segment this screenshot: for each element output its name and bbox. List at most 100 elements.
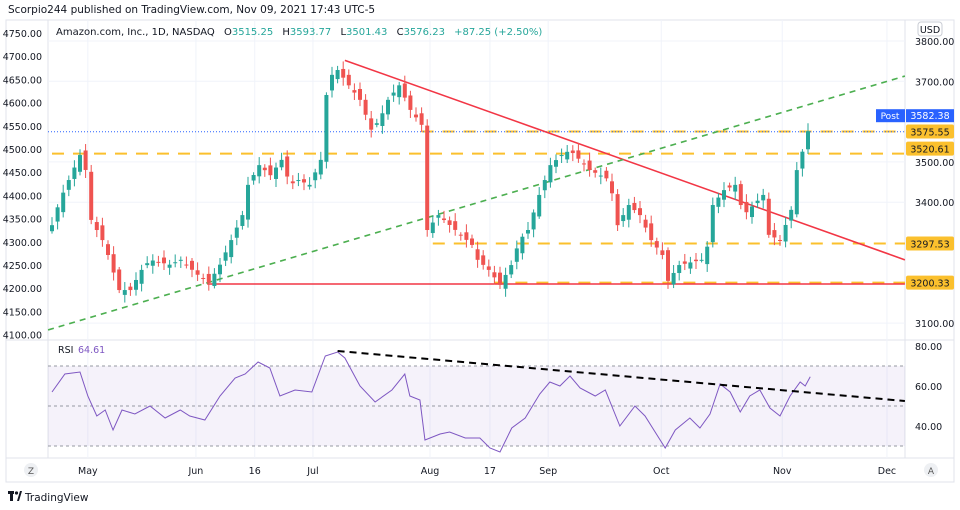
candle-body (666, 250, 670, 281)
left-axis-tick: 4100.00 (3, 331, 42, 342)
rsi-value: 64.61 (78, 345, 105, 356)
tradingview-brand[interactable]: TradingView (24, 492, 89, 504)
level-price-label: 3200.33 (910, 279, 949, 290)
right-price-axis[interactable]: 3800.00 3700.00 3500.00 3400.00 3100.00 (915, 37, 954, 330)
left-axis-tick: 4400.00 (3, 191, 42, 202)
candle-body (178, 259, 183, 261)
time-axis-tick: 17 (484, 466, 496, 477)
candle-body (722, 190, 726, 200)
rsi-axis-tick: 80.00 (915, 342, 942, 353)
candle-body (240, 215, 245, 226)
candle-body (554, 160, 558, 167)
trendlines (47, 59, 906, 331)
candle-body (274, 167, 278, 179)
right-axis-tick: 3100.00 (915, 319, 954, 330)
left-axis-tick: 4700.00 (3, 52, 42, 63)
candle-body (576, 150, 581, 159)
candle-body (503, 274, 508, 289)
candle-body (677, 265, 682, 274)
a-button-label: A (928, 467, 935, 477)
candle-body (122, 290, 127, 295)
candle-body (604, 170, 609, 179)
candle-body (234, 227, 239, 238)
level-price-label: 3297.53 (910, 239, 949, 250)
candle-body (593, 170, 598, 173)
price-levels (48, 130, 905, 284)
candle-body (492, 272, 497, 278)
candle-body (660, 250, 665, 255)
time-axis[interactable]: May Jun 16 Jul Aug 17 Sep Oct Nov Dec (78, 466, 896, 477)
high-value: 3593.77 (290, 27, 331, 38)
candle-body (626, 205, 631, 220)
time-axis-tick: Aug (421, 466, 440, 477)
candle-body (716, 197, 721, 207)
level-price-badge (906, 236, 954, 251)
candle-body (733, 184, 738, 192)
candle-body (296, 180, 301, 182)
zoom-reset-button[interactable] (24, 463, 38, 477)
candle-body (83, 150, 88, 170)
left-axis-tick: 4750.00 (3, 29, 42, 40)
candle-body (391, 92, 396, 96)
right-axis-tick: 3500.00 (915, 158, 954, 169)
candle-body (302, 179, 306, 183)
candle-body (727, 185, 732, 188)
right-axis-tick: 3400.00 (915, 198, 954, 209)
post-price-badge (906, 109, 954, 123)
candle-body (649, 223, 654, 241)
candle-body (346, 74, 351, 86)
candle-body (268, 165, 273, 176)
candle-body (386, 99, 390, 115)
candle-body (755, 200, 760, 204)
candle-body (750, 206, 754, 218)
candle-body (481, 255, 486, 265)
rsi-label: RSI (58, 345, 73, 356)
candle-body (380, 113, 385, 126)
left-price-axis[interactable]: 4750.00 4700.00 4650.00 4600.00 4550.00 4500.… (3, 29, 42, 342)
time-axis-tick: Sep (539, 466, 557, 477)
candle-body (173, 262, 178, 264)
ascending-support-trendline (47, 75, 906, 331)
candle-body (100, 225, 105, 241)
candle-body (324, 95, 329, 162)
candle-body (195, 270, 200, 275)
candle-body (806, 131, 810, 150)
candle-body (643, 219, 648, 228)
candle-body (72, 167, 77, 179)
candle-body (419, 113, 424, 125)
candle-body (128, 286, 133, 291)
left-axis-tick: 4250.00 (3, 261, 42, 272)
candle-body (66, 180, 71, 190)
time-axis-tick: 16 (249, 466, 261, 477)
candle-body (363, 99, 368, 115)
price-labels: 3575.55 3520.61 3297.53 3200.33 Post 3582.38 (876, 109, 954, 290)
candle-body (610, 181, 614, 194)
candle-body (794, 170, 799, 215)
candle-body (514, 248, 519, 262)
candle-body (313, 172, 318, 181)
candle-body (397, 85, 402, 98)
candle-body (442, 218, 446, 221)
candle-body (229, 240, 234, 258)
right-axis-tick: 3700.00 (915, 77, 954, 88)
open-value: 3515.25 (232, 27, 273, 38)
candle-body (705, 246, 710, 265)
candle-body (425, 125, 430, 231)
candle-body (526, 230, 530, 234)
symbol-title: Amazon.com, Inc., 1D, NASDAQ (56, 27, 215, 38)
candle-body (145, 263, 150, 266)
candle-body (78, 155, 82, 172)
candle-body (89, 171, 94, 220)
candle-body (498, 272, 502, 285)
candle-body (117, 269, 122, 291)
candle-body (162, 257, 166, 264)
time-axis-tick: Jun (187, 466, 203, 477)
currency-badge[interactable] (917, 21, 943, 37)
rsi-trendline (337, 350, 905, 402)
candle-body (106, 244, 110, 255)
auto-scale-button[interactable] (924, 463, 938, 477)
candle-body (341, 68, 346, 78)
candle-body (414, 114, 418, 118)
high-label: H (282, 27, 290, 38)
